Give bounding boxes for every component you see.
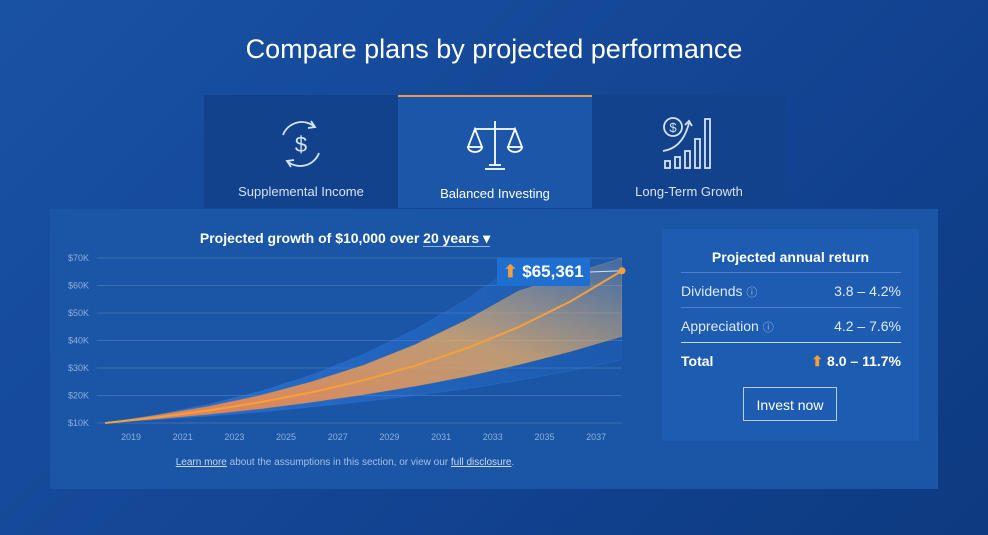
chart-title: Projected growth of $10,000 over 20 year…: [150, 230, 540, 247]
total-row: Total ⬆ 8.0 – 11.7%: [681, 342, 901, 377]
projection-line: [105, 269, 623, 424]
period-value: 20 years: [423, 230, 480, 246]
tab[interactable]: Balanced Investing: [398, 95, 592, 208]
x-tick-label: 2037: [586, 432, 606, 442]
page-title: Compare plans by projected performance: [245, 34, 743, 64]
x-tick-label: 2031: [431, 432, 451, 442]
y-tick-label: $70K: [68, 253, 89, 263]
x-tick-label: 2021: [173, 432, 193, 442]
end-value-label: $65,361: [522, 262, 584, 281]
panel-title: Projected annual return: [711, 249, 870, 265]
footer-end: .: [511, 457, 515, 468]
tab-label: Balanced Investing: [440, 186, 550, 201]
row-label: Appreciation: [681, 318, 759, 334]
icon-balance: [466, 121, 524, 170]
x-tick-label: 2027: [328, 432, 348, 442]
y-tick-label: $40K: [68, 336, 89, 346]
y-tick-label: $30K: [68, 363, 89, 373]
footer-note: Learn more about the assumptions in this…: [100, 457, 590, 468]
callout-connector: [589, 270, 623, 273]
projection-range: [105, 258, 622, 423]
footer-text: about the assumptions in this section, o…: [229, 457, 449, 468]
return-row: Dividends ⓘ 3.8 – 4.2%: [681, 272, 901, 307]
x-tick-label: 2033: [483, 432, 503, 442]
learn-more-link[interactable]: Learn more: [175, 457, 227, 468]
x-tick-label: 2019: [121, 432, 141, 442]
svg-text:$: $: [295, 132, 307, 157]
x-tick-label: 2023: [224, 432, 244, 442]
tab[interactable]: $ Long-Term Growth: [592, 95, 786, 208]
y-tick-label: $20K: [68, 391, 89, 401]
row-value: 3.8 – 4.2%: [834, 283, 901, 299]
period-dropdown[interactable]: 20 years ▾: [423, 230, 491, 247]
svg-text:$: $: [669, 120, 677, 135]
x-tick-label: 2035: [534, 432, 554, 442]
total-label: Total: [681, 353, 714, 369]
end-point: [618, 267, 626, 275]
total-value: ⬆ 8.0 – 11.7%: [811, 353, 901, 369]
y-tick-label: $50K: [68, 308, 89, 318]
row-label: Dividends: [681, 283, 743, 299]
y-tick-label: $10K: [68, 418, 89, 428]
y-tick-label: $60K: [68, 281, 89, 291]
return-row: Appreciation ⓘ 4.2 – 7.6%: [681, 307, 901, 342]
tab-label: Supplemental Income: [238, 184, 364, 199]
end-value-callout: ⬆ $65,361: [497, 258, 590, 286]
tab[interactable]: $ Supplemental Income: [204, 95, 398, 208]
chart-title-text: Projected growth of $10,000 over: [199, 230, 420, 246]
disclosure-link[interactable]: full disclosure: [450, 457, 512, 468]
tab-label: Long-Term Growth: [635, 184, 743, 199]
x-tick-label: 2029: [379, 432, 399, 442]
total-value-text: 8.0 – 11.7%: [827, 353, 901, 369]
invest-button[interactable]: Invest now: [743, 387, 837, 421]
icon-income: $: [282, 120, 320, 168]
x-tick-label: 2025: [276, 432, 296, 442]
row-value: 4.2 – 7.6%: [834, 318, 901, 334]
icon-growth: $: [662, 117, 711, 169]
returns-panel: Projected annual return Dividends ⓘ 3.8 –…: [662, 229, 919, 441]
